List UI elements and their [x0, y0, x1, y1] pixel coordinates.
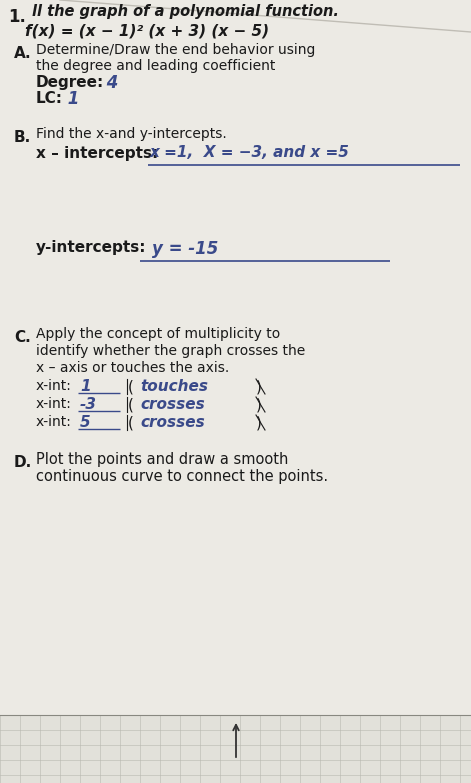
Text: identify whether the graph crosses the: identify whether the graph crosses the — [36, 344, 305, 358]
Text: y = -15: y = -15 — [152, 240, 219, 258]
Text: 5: 5 — [80, 415, 90, 430]
Text: Apply the concept of multiplicity to: Apply the concept of multiplicity to — [36, 327, 280, 341]
Polygon shape — [0, 715, 471, 783]
Text: -3: -3 — [80, 397, 97, 412]
Text: crosses: crosses — [140, 415, 205, 430]
Text: 4: 4 — [101, 74, 118, 92]
Text: x-int:: x-int: — [36, 415, 72, 429]
Text: 1: 1 — [80, 379, 90, 394]
Text: (: ( — [128, 415, 134, 430]
Text: continuous curve to connect the points.: continuous curve to connect the points. — [36, 469, 328, 484]
Text: x =1,  X = −3, and x =5: x =1, X = −3, and x =5 — [150, 145, 350, 160]
Text: Determine/Draw the end behavior using: Determine/Draw the end behavior using — [36, 43, 316, 57]
Text: touches: touches — [140, 379, 208, 394]
Text: Find the x-and y-intercepts.: Find the x-and y-intercepts. — [36, 127, 227, 141]
Text: y-intercepts:: y-intercepts: — [36, 240, 146, 255]
Text: x – axis or touches the axis.: x – axis or touches the axis. — [36, 361, 229, 375]
Text: D.: D. — [14, 455, 32, 470]
Text: A.: A. — [14, 46, 32, 61]
Text: crosses: crosses — [140, 397, 205, 412]
Text: ): ) — [256, 397, 262, 412]
Text: Plot the points and draw a smooth: Plot the points and draw a smooth — [36, 452, 288, 467]
Text: 1: 1 — [62, 90, 80, 108]
Text: x-int:: x-int: — [36, 397, 72, 411]
Text: x-int:: x-int: — [36, 379, 72, 393]
Text: C.: C. — [14, 330, 31, 345]
Text: (: ( — [128, 397, 134, 412]
Text: ): ) — [256, 415, 262, 430]
Text: LC:: LC: — [36, 91, 63, 106]
Text: Degree:: Degree: — [36, 75, 104, 90]
Text: x – intercepts:: x – intercepts: — [36, 146, 158, 161]
Text: f(x) = (x − 1)² (x + 3) (x − 5): f(x) = (x − 1)² (x + 3) (x − 5) — [25, 24, 269, 39]
Text: the degree and leading coefficient: the degree and leading coefficient — [36, 59, 276, 73]
Text: (: ( — [128, 379, 134, 394]
Text: ll the graph of a polynomial function.: ll the graph of a polynomial function. — [32, 4, 339, 19]
Text: ): ) — [256, 379, 262, 394]
Text: 1.: 1. — [8, 8, 26, 26]
Text: B.: B. — [14, 130, 31, 145]
